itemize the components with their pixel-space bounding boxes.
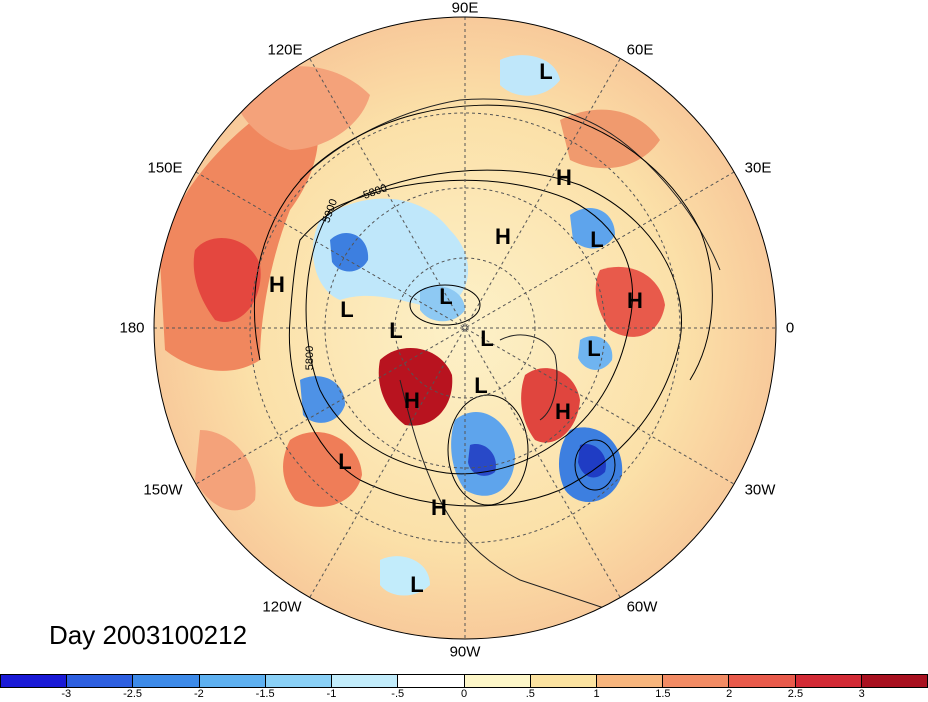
colorbar [0, 674, 928, 688]
lon-label-60w: 60W [626, 598, 658, 616]
colorbar-cell [332, 675, 399, 687]
pressure-system-marker: H [431, 495, 447, 520]
colorbar-cell [861, 675, 928, 687]
cold-anomaly-bering [300, 376, 345, 423]
contour-trough [447, 394, 529, 506]
colorbar-cell [265, 675, 333, 687]
pressure-system-marker: L [410, 572, 424, 597]
lon-label-30e: 30E [744, 159, 772, 177]
contour-5900 [288, 169, 682, 507]
colorbar-cell [596, 675, 664, 687]
colorbar-tick-label: -2.5 [123, 688, 143, 700]
colorbar-tick-label: 2.5 [787, 688, 804, 700]
colorbar-tick-label: -1.5 [255, 688, 275, 700]
pressure-system-marker: L [338, 449, 352, 474]
warm-anomaly-alaska [378, 348, 453, 426]
lon-label-60e: 60E [626, 41, 654, 59]
map-boundary [153, 16, 777, 640]
cold-anomaly-east-pacific-south [380, 556, 430, 596]
pressure-system-marker: H [555, 399, 571, 424]
lon-label-120e: 120E [267, 41, 303, 59]
coastline-greenland [499, 334, 558, 421]
lon-label-90e: 90E [451, 0, 479, 17]
lon-label-150w: 150W [143, 481, 183, 499]
colorbar-cell [199, 675, 266, 687]
warm-anomaly-northeast-pacific [283, 432, 362, 507]
lon-label-90w: 90W [449, 643, 481, 661]
cold-anomaly-arctic [312, 198, 469, 310]
warm-anomaly-west-pacific [160, 90, 319, 371]
graticule [154, 17, 776, 639]
cold-anomaly-central-asia [500, 55, 560, 96]
warm-anomaly-europe [595, 266, 665, 337]
cold-anomaly-scandinavia [570, 207, 615, 249]
pressure-system-marker: H [556, 165, 572, 190]
colorbar-tick-label: 3 [858, 688, 865, 700]
lon-label-150e: 150E [147, 159, 183, 177]
colorbar-cell [464, 675, 531, 687]
lon-label-120w: 120W [262, 598, 302, 616]
lon-label-0: 0 [785, 319, 795, 337]
contour-atlantic-low [574, 439, 616, 491]
colorbar-cell [729, 675, 796, 687]
colorbar-tick-label: 0 [460, 688, 468, 700]
colorbar-tick-label: 1 [593, 688, 600, 700]
colorbar-tick-label: 1.5 [655, 688, 671, 700]
lon-label-30w: 30W [744, 481, 776, 499]
colorbar-cell [530, 675, 597, 687]
lon-label-180: 180 [119, 319, 145, 337]
day-label: Day 2003100212 [49, 620, 248, 650]
colorbar-tick-label: 2 [726, 688, 733, 700]
coastline-americas [399, 379, 611, 611]
colorbar-tick-label: .5 [525, 688, 535, 700]
colorbar-tick-label: -1 [326, 688, 337, 700]
pressure-system-marker: H [404, 388, 420, 413]
warm-anomaly-east-pacific [195, 430, 256, 511]
pressure-system-marker: L [340, 297, 354, 322]
pressure-system-marker: L [590, 227, 604, 252]
pressure-system-marker: H [495, 224, 511, 249]
cold-anomaly-great-lakes [468, 444, 496, 476]
pressure-system-marker: H [627, 288, 643, 313]
colorbar-tick-label: -2 [193, 688, 204, 700]
cold-anomaly-east-siberia [330, 232, 369, 272]
cold-anomaly-atlantic-core [578, 444, 606, 478]
pressure-system-marker: L [474, 373, 488, 398]
contour-5800 [305, 179, 633, 475]
pressure-system-marker: L [389, 318, 403, 343]
colorbar-tick-label: -.5 [391, 688, 405, 700]
contour-outer [253, 104, 713, 381]
colorbar-cell [663, 675, 730, 687]
pressure-system-marker: L [480, 326, 494, 351]
pressure-system-marker: H [269, 272, 285, 297]
colorbar-cell [398, 675, 465, 687]
pressure-system-marker: L [587, 336, 601, 361]
colorbar-cell [67, 675, 134, 687]
colorbar-cell [133, 675, 200, 687]
contour-polar-low [409, 284, 481, 326]
colorbar-cell [795, 675, 862, 687]
pressure-system-marker: L [539, 59, 553, 84]
cold-anomaly-west-europe [578, 336, 613, 370]
contour-label-5800-b: 5800 [304, 345, 317, 371]
warm-anomaly-core-pacific [193, 238, 261, 322]
colorbar-tick-label: -3 [61, 688, 72, 700]
pressure-system-marker: L [439, 284, 453, 309]
colorbar-cell [1, 675, 68, 687]
cold-anomaly-polar [420, 286, 465, 322]
